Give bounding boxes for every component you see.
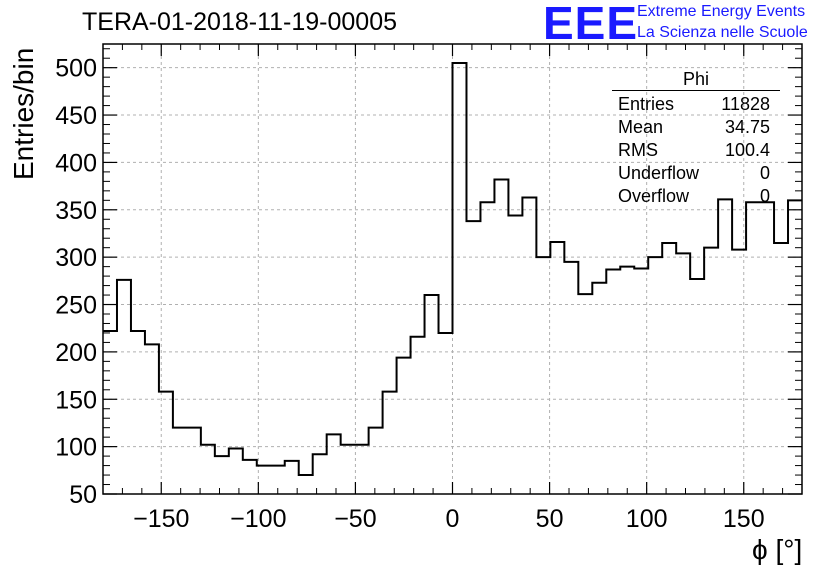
histogram-bin [243,460,257,494]
histogram-bin [592,283,606,494]
histogram-bin [522,197,536,494]
histogram-layer [103,61,802,494]
x-tick-label: −100 [230,505,286,533]
histogram-bin [676,253,690,494]
stats-row-rms: RMS 100.4 [612,139,780,162]
histogram-bin [327,434,341,494]
histogram-bin [494,179,508,494]
stats-title: Phi [612,68,780,91]
histogram-bin [299,475,313,494]
histogram-bin [648,257,662,494]
y-tick-label: 150 [55,386,97,414]
histogram-bin [788,200,802,494]
y-tick-label: 50 [69,481,97,509]
stats-row-overflow: Overflow 0 [612,185,780,208]
histogram-bin [746,202,760,494]
histogram-bin [173,428,187,494]
histogram-bin [704,248,718,494]
histogram-bin [187,428,201,494]
histogram-bin [606,269,620,494]
y-tick-label: 450 [55,102,97,130]
stats-value: 0 [759,186,770,206]
histogram-bin [103,331,117,494]
stats-label: Overflow [618,186,690,206]
histogram-bin [215,456,229,494]
histogram-bin [439,333,453,494]
histogram-bin [732,250,746,494]
histogram-bin [578,294,592,494]
histogram-bin [564,262,578,494]
y-tick-label: 300 [55,244,97,272]
histogram-bin [117,280,131,494]
x-axis-label: ϕ [°] [752,534,803,565]
histogram-outline [103,61,802,477]
histogram-bin [201,445,215,494]
stats-label: Entries [618,94,675,114]
histogram-bin [411,337,425,494]
y-tick-label: 400 [55,149,97,177]
histogram-bin [425,295,439,494]
x-tick-label: 150 [723,505,765,533]
histogram-bin [397,358,411,494]
stats-row-underflow: Underflow 0 [612,162,780,185]
x-tick-label: 0 [446,505,460,533]
histogram-bin [718,199,732,494]
logo-line-2: La Scienza nelle Scuole [637,24,808,41]
y-tick-label: 250 [55,292,97,320]
histogram-bin [229,449,243,494]
histogram-bin [634,269,648,494]
histogram-bin [508,215,522,494]
histogram-bin [536,257,550,494]
histogram-bin [550,242,564,494]
histogram-bin [620,267,634,494]
stats-label: Underflow [618,163,700,183]
histogram-bin [774,243,788,494]
logo-line-1: Extreme Energy Events [637,3,806,20]
histogram-bin [453,63,467,494]
stats-row-entries: Entries 11828 [612,93,780,116]
y-tick-label: 100 [55,434,97,462]
x-tick-label: −50 [334,505,376,533]
stats-row-mean: Mean 34.75 [612,116,780,139]
stats-value: 34.75 [724,117,770,137]
chart-title: TERA-01-2018-11-19-00005 [82,8,398,36]
histogram-bin [285,461,299,494]
stats-label: Mean [618,117,664,137]
x-tick-label: −150 [133,505,189,533]
histogram-bin [383,392,397,494]
y-tick-label: 500 [55,55,97,83]
x-tick-label: 100 [626,505,668,533]
stats-box: Phi Entries 11828 Mean 34.75 RMS 100.4 U… [612,68,780,208]
axis-layer: −150 −100 −50 0 50 100 150 50 100 150 200 250 300 350… [55,44,803,533]
histogram-bin [145,344,159,494]
histogram-bin [480,202,494,494]
histogram-bin [466,221,480,494]
histogram-bin [355,445,369,494]
y-tick-label: 350 [55,197,97,225]
stats-label: RMS [618,140,658,160]
x-tick-label: 50 [536,505,564,533]
stats-value: 100.4 [724,140,770,160]
stats-value: 11828 [721,94,770,114]
y-tick-label: 200 [55,339,97,367]
histogram-bin [662,243,676,494]
histogram-bin [159,392,173,494]
y-axis-label: Entries/bin [8,47,39,180]
histogram-bin [341,445,355,494]
histogram-bin [131,331,145,494]
histogram-bin [369,428,383,494]
histogram-bin [690,279,704,494]
eee-logo: EEE [543,0,639,49]
histogram-bin [313,454,327,494]
stats-value: 0 [759,163,770,183]
histogram-bin [760,202,774,494]
